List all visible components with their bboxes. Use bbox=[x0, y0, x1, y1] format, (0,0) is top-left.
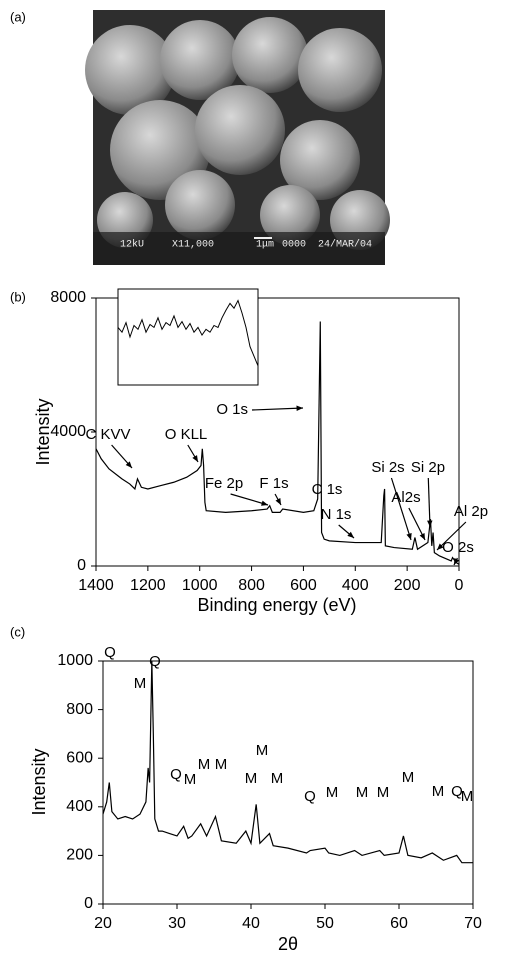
annotation: Fe 2p bbox=[205, 475, 243, 492]
y-tick-label: 1000 bbox=[57, 652, 93, 669]
plot-frame bbox=[102, 660, 474, 905]
annotation: Al2s bbox=[391, 489, 420, 506]
panel-label: (a) bbox=[10, 9, 26, 24]
data-line bbox=[102, 660, 473, 864]
caption: 24/MAR/04 bbox=[318, 239, 372, 251]
x-tick-label: 70 bbox=[464, 915, 482, 932]
arrow-head bbox=[275, 498, 281, 505]
arrow-head bbox=[437, 543, 444, 550]
caption: 12kU bbox=[120, 239, 144, 251]
x-tick-label: 600 bbox=[290, 577, 317, 594]
annotation: N 1s bbox=[321, 506, 352, 523]
arrow-head bbox=[296, 405, 303, 411]
annotation: M bbox=[256, 742, 269, 759]
x-tick-label: 200 bbox=[394, 577, 421, 594]
annotation: M bbox=[461, 788, 474, 805]
panel-label: (b) bbox=[10, 289, 26, 304]
annotation: Q bbox=[149, 653, 161, 670]
y-tick-label: 0 bbox=[77, 557, 86, 574]
y-axis-label: Intensity bbox=[33, 398, 53, 465]
x-tick-label: 30 bbox=[168, 915, 186, 932]
y-tick-label: 600 bbox=[66, 749, 93, 766]
arrow-head bbox=[347, 531, 354, 538]
x-tick-label: 20 bbox=[94, 915, 112, 932]
arrow-head bbox=[125, 461, 132, 468]
annotation: C 1s bbox=[312, 481, 343, 498]
annotation: Al 2p bbox=[454, 503, 488, 520]
y-tick-label: 8000 bbox=[50, 289, 86, 306]
annotation: M bbox=[402, 769, 415, 786]
caption: X11,000 bbox=[172, 240, 214, 251]
annotation: M bbox=[134, 675, 147, 692]
annotation: M bbox=[215, 756, 228, 773]
arrow-head bbox=[406, 533, 412, 540]
x-tick-label: 1200 bbox=[130, 577, 166, 594]
x-tick-label: 1000 bbox=[182, 577, 218, 594]
annotation: O KLL bbox=[165, 426, 208, 443]
caption: 0000 bbox=[282, 240, 306, 251]
x-tick-label: 400 bbox=[342, 577, 369, 594]
x-tick-label: 40 bbox=[242, 915, 260, 932]
x-tick-label: 60 bbox=[390, 915, 408, 932]
annotation: M bbox=[377, 784, 390, 801]
annotation: F 1s bbox=[259, 475, 288, 492]
annotation-arrow bbox=[436, 521, 467, 551]
annotation: M bbox=[271, 770, 284, 787]
annotation-arrow bbox=[251, 407, 304, 411]
annotation: M bbox=[198, 756, 211, 773]
arrow-head bbox=[419, 533, 425, 540]
annotation: O 2s bbox=[442, 539, 474, 556]
arrow-head bbox=[427, 520, 433, 527]
y-tick-label: 0 bbox=[84, 895, 93, 912]
annotation: M bbox=[432, 783, 445, 800]
x-tick-label: 0 bbox=[455, 577, 464, 594]
y-tick-label: 200 bbox=[66, 847, 93, 864]
annotation: Q bbox=[170, 766, 182, 783]
annotation: M bbox=[245, 770, 258, 787]
arrow-head bbox=[192, 455, 198, 462]
annotation: M bbox=[356, 784, 369, 801]
caption: 1μm bbox=[256, 240, 274, 251]
annotation-arrow bbox=[427, 477, 431, 528]
y-axis-label: Intensity bbox=[29, 748, 49, 815]
annotation: M bbox=[326, 784, 339, 801]
annotation-arrow bbox=[390, 477, 412, 541]
inset-line bbox=[117, 299, 259, 366]
annotation: C KVV bbox=[85, 426, 130, 443]
annotation: Q bbox=[304, 788, 316, 805]
annotation: Q bbox=[104, 644, 116, 661]
y-tick-label: 400 bbox=[66, 798, 93, 815]
arrow-head bbox=[454, 558, 460, 565]
annotation: O 1s bbox=[216, 401, 248, 418]
annotation: Si 2s bbox=[371, 459, 404, 476]
x-tick-label: 800 bbox=[238, 577, 265, 594]
x-tick-label: 50 bbox=[316, 915, 334, 932]
annotation: Q bbox=[451, 783, 463, 800]
y-tick-label: 800 bbox=[66, 701, 93, 718]
panel-label: (c) bbox=[10, 624, 25, 639]
annotation-arrow bbox=[230, 493, 269, 506]
y-tick-label: 4000 bbox=[50, 423, 86, 440]
arrow-head bbox=[261, 500, 268, 506]
sem-image bbox=[85, 10, 390, 265]
annotation: Si 2p bbox=[411, 459, 445, 476]
inset-frame bbox=[117, 288, 259, 386]
x-axis-label: 2θ bbox=[278, 934, 298, 954]
x-axis-label: Binding energy (eV) bbox=[197, 595, 356, 615]
x-tick-label: 1400 bbox=[78, 577, 114, 594]
annotation: M bbox=[184, 771, 197, 788]
